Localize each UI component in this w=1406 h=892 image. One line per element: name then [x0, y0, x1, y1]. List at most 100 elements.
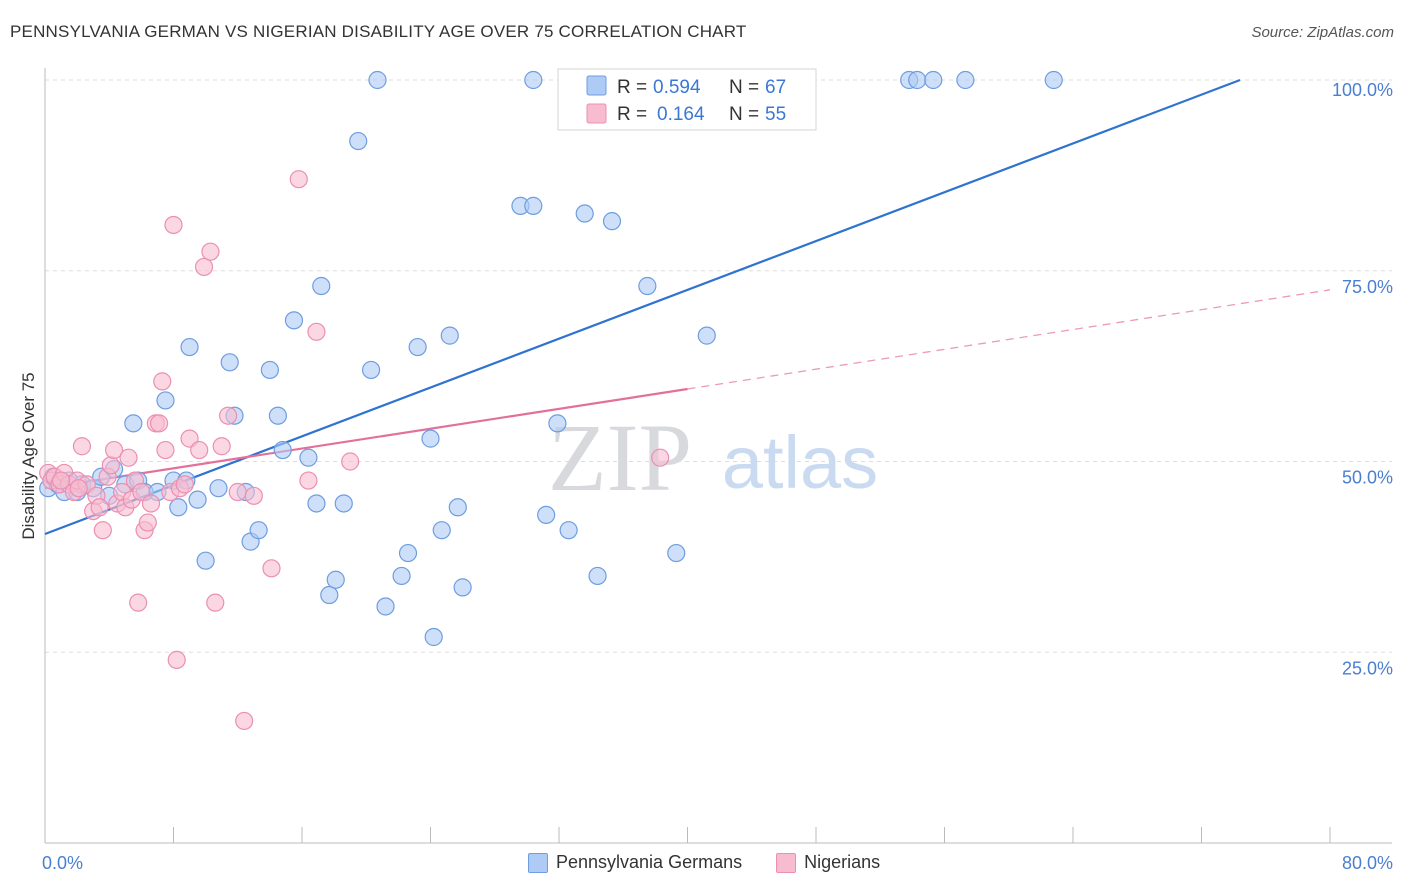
point-pennsylvania-germans — [169, 498, 188, 517]
point-nigerians — [167, 650, 186, 669]
trend-lines — [44, 78, 1331, 536]
point-pennsylvania-germans — [220, 353, 239, 372]
legend-label-nigerians: Nigerians — [804, 852, 881, 872]
legend-n-label-2: N = — [729, 104, 759, 125]
point-pennsylvania-germans — [524, 70, 543, 90]
y-axis-label: Disability Age Over 75 — [19, 372, 38, 539]
point-nigerians — [69, 479, 88, 498]
point-pennsylvania-germans — [424, 627, 443, 647]
legend-swatch-blue — [586, 75, 607, 96]
y-tick-label: 100.0% — [1332, 80, 1393, 100]
series-legend: Pennsylvania Germans Nigerians — [528, 852, 880, 873]
point-pennsylvania-germans — [284, 311, 304, 330]
point-pennsylvania-germans — [524, 196, 543, 215]
point-pennsylvania-germans — [349, 131, 368, 151]
point-nigerians — [190, 440, 209, 460]
watermark-atlas: atlas — [722, 421, 878, 504]
point-nigerians — [201, 242, 220, 261]
legend-r-value-1: 0.594 — [653, 77, 701, 98]
point-pennsylvania-germans — [448, 498, 467, 517]
point-nigerians — [90, 498, 109, 517]
point-pennsylvania-germans — [188, 490, 207, 509]
point-pennsylvania-germans — [548, 414, 567, 433]
point-pennsylvania-germans — [697, 326, 716, 345]
legend-r-label-2: R = — [617, 104, 647, 125]
point-pennsylvania-germans — [156, 391, 175, 410]
legend-n-value-2: 55 — [765, 104, 786, 125]
tick-labels: 0.0% 80.0% 25.0% 50.0% 75.0% 100.0% — [42, 80, 1393, 873]
grid-lines — [45, 79, 1392, 653]
legend-item-nigerians: Nigerians — [776, 852, 880, 873]
point-nigerians — [153, 372, 172, 391]
point-pennsylvania-germans — [334, 494, 353, 513]
point-pennsylvania-germans — [537, 505, 556, 525]
point-pennsylvania-germans — [924, 70, 943, 90]
point-pennsylvania-germans — [299, 448, 318, 467]
point-pennsylvania-germans — [421, 429, 440, 448]
point-nigerians — [219, 406, 238, 425]
axes — [44, 68, 1392, 844]
point-pennsylvania-germans — [588, 566, 607, 586]
point-pennsylvania-germans — [667, 543, 686, 563]
legend-swatch-pennsylvania-germans — [528, 852, 548, 873]
point-pennsylvania-germans — [559, 521, 578, 540]
point-pennsylvania-germans — [124, 414, 143, 433]
point-nigerians — [235, 711, 254, 731]
point-pennsylvania-germans — [392, 566, 411, 586]
point-nigerians — [206, 593, 225, 612]
legend-swatch-pink — [586, 103, 607, 124]
point-pennsylvania-germans — [1044, 70, 1063, 90]
point-nigerians — [51, 471, 71, 490]
y-tick-label: 50.0% — [1342, 468, 1393, 488]
point-nigerians — [651, 448, 670, 467]
point-pennsylvania-germans — [320, 585, 339, 605]
point-pennsylvania-germans — [440, 326, 459, 345]
point-pennsylvania-germans — [432, 521, 451, 540]
point-pennsylvania-germans — [956, 70, 975, 90]
legend-r-label-1: R = — [617, 77, 647, 98]
watermark: ZIP atlas — [548, 404, 878, 511]
x-tick-label: 0.0% — [42, 853, 83, 873]
point-pennsylvania-germans — [196, 551, 215, 570]
point-pennsylvania-germans — [361, 360, 381, 380]
point-pennsylvania-germans — [273, 440, 292, 460]
point-pennsylvania-germans — [260, 360, 279, 380]
legend-n-value-1: 67 — [765, 77, 786, 98]
point-pennsylvania-germans — [602, 212, 622, 231]
x-tick-label: 80.0% — [1342, 853, 1393, 873]
point-pennsylvania-germans — [398, 543, 418, 563]
point-pennsylvania-germans — [376, 597, 395, 616]
trend-line-nigerians-extension — [687, 289, 1331, 390]
point-nigerians — [72, 437, 92, 456]
point-nigerians — [212, 437, 231, 456]
point-pennsylvania-germans — [249, 521, 268, 540]
legend-item-pennsylvania-germans: Pennsylvania Germans — [528, 852, 742, 873]
point-pennsylvania-germans — [180, 337, 199, 357]
point-nigerians — [164, 215, 183, 235]
point-nigerians — [149, 414, 169, 433]
point-nigerians — [175, 475, 194, 494]
point-pennsylvania-germans — [408, 337, 427, 357]
point-nigerians — [101, 456, 120, 475]
point-pennsylvania-germans — [638, 276, 657, 296]
point-nigerians — [156, 440, 175, 460]
point-nigerians — [341, 452, 360, 471]
source-label: Source: ZipAtlas.com — [1251, 24, 1394, 41]
point-nigerians — [289, 170, 308, 189]
legend-swatch-nigerians — [776, 852, 797, 873]
point-pennsylvania-germans — [575, 204, 594, 223]
point-nigerians — [307, 322, 326, 341]
point-pennsylvania-germans — [312, 276, 331, 296]
point-nigerians — [262, 559, 281, 578]
stats-legend: R = 0.594 N = 67 R = 0.164 N = 55 — [557, 68, 817, 131]
legend-label-pennsylvania-germans: Pennsylvania Germans — [556, 852, 743, 872]
point-pennsylvania-germans — [453, 578, 472, 597]
point-nigerians — [228, 482, 247, 502]
point-pennsylvania-germans — [268, 406, 288, 425]
chart-title: PENNSYLVANIA GERMAN VS NIGERIAN DISABILI… — [10, 22, 747, 41]
point-pennsylvania-germans — [326, 570, 345, 589]
point-nigerians — [129, 593, 148, 612]
watermark-zip: ZIP — [548, 404, 692, 511]
y-tick-label: 25.0% — [1342, 658, 1393, 678]
